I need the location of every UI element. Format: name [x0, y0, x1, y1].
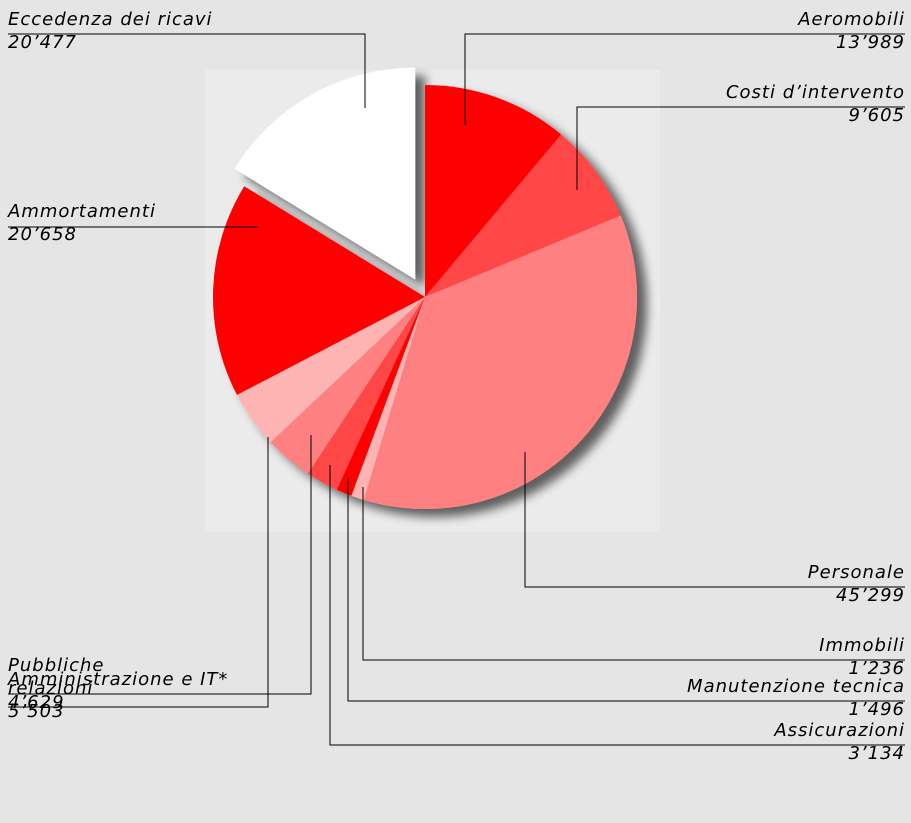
- slice-value: 20’658: [8, 224, 77, 245]
- slice-label: Assicurazioni 3’134: [600, 719, 905, 765]
- pie-slice: [425, 134, 621, 297]
- leader-line: [8, 435, 312, 695]
- slice-label: Personale 45’299: [600, 561, 905, 607]
- slice-label: Costi d’intervento 9’605: [600, 81, 905, 127]
- slice-label: Immobili 1’236: [600, 634, 905, 680]
- slice-name: Costi d’intervento: [725, 82, 905, 103]
- slice-value: 1’236: [848, 658, 905, 679]
- slice-label: Ammortamenti 20’658: [8, 200, 308, 246]
- pie-slice: [236, 297, 425, 443]
- leader-line: [576, 106, 905, 190]
- slice-label: Amministrazione e IT* 4’629: [8, 668, 328, 714]
- slice-name: Aeromobili: [798, 9, 905, 30]
- slice-label: Eccedenza dei ricavi 20’477: [8, 8, 368, 54]
- slice-name: Amministrazione e IT*: [8, 669, 229, 690]
- leader-line: [8, 437, 269, 708]
- leader-line: [464, 33, 905, 125]
- slice-value: 5’503: [8, 701, 65, 722]
- pie-slice: [234, 67, 416, 280]
- slice-value: 45’299: [836, 585, 905, 606]
- slice-name: Assicurazioni: [774, 720, 905, 741]
- pie: [212, 67, 637, 509]
- slice-value: 1’496: [848, 699, 905, 720]
- slice-name: Manutenzione tecnica: [687, 676, 905, 697]
- leader-line: [362, 487, 905, 661]
- slice-value: 4’629: [8, 692, 65, 713]
- pie-slice: [307, 297, 425, 490]
- pie-slice: [363, 215, 637, 509]
- slice-value: 3’134: [848, 743, 905, 764]
- slice-name: Eccedenza dei ricavi: [8, 9, 213, 30]
- slice-name: Ammortamenti: [8, 201, 156, 222]
- slice-label: Aeromobili 13’989: [600, 8, 905, 54]
- leader-line: [8, 33, 366, 108]
- pie-slice: [425, 85, 562, 297]
- pie-slice: [270, 297, 425, 474]
- slice-label: Pubbliche relazioni 5’503: [8, 654, 138, 723]
- leader-line: [347, 478, 905, 702]
- slice-label: Manutenzione tecnica 1’496: [600, 675, 905, 721]
- leader-line: [329, 465, 905, 746]
- slice-value: 13’989: [836, 32, 905, 53]
- leader-line: [524, 452, 905, 588]
- leaders: [8, 33, 905, 746]
- slice-name: Immobili: [819, 635, 905, 656]
- slice-value: 20’477: [8, 32, 77, 53]
- slice-value: 9’605: [848, 105, 905, 126]
- pie-slice: [336, 297, 425, 496]
- slice-name: Personale: [807, 562, 905, 583]
- pie-slice: [212, 186, 425, 395]
- pie-slice: [351, 297, 425, 500]
- slice-name: Pubbliche relazioni: [8, 655, 105, 699]
